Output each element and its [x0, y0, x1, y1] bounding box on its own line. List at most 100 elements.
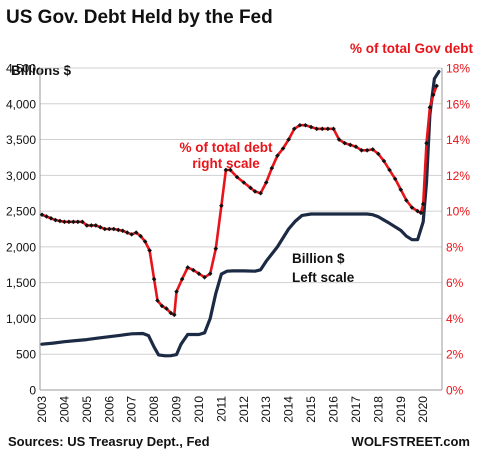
- left-tick-label: 500: [16, 348, 36, 362]
- pct-point: [84, 223, 90, 228]
- right-tick-label: 0%: [446, 384, 464, 398]
- pct-point: [418, 210, 424, 216]
- pct-point: [174, 289, 179, 294]
- x-tick-label: 2006: [102, 396, 116, 423]
- right-tick-label: 12%: [446, 169, 470, 183]
- pct-point: [97, 224, 103, 230]
- right-tick-label: 10%: [446, 205, 470, 219]
- pct-point: [348, 142, 353, 148]
- pct-point: [89, 223, 94, 228]
- pct-point: [331, 126, 336, 132]
- x-tick-label: 2004: [57, 396, 71, 423]
- right-tick-label: 16%: [446, 97, 470, 111]
- pct-point: [219, 203, 224, 209]
- pct-annotation-line2: right scale: [192, 156, 260, 171]
- pct-point: [106, 226, 112, 232]
- x-tick-label: 2013: [259, 396, 273, 423]
- pct-point: [415, 208, 420, 214]
- pct-point: [207, 271, 213, 277]
- pct-point: [228, 167, 233, 173]
- pct-point: [263, 180, 269, 185]
- pct-point: [241, 180, 247, 185]
- right-tick-label: 6%: [446, 276, 464, 290]
- pct-point: [353, 144, 359, 150]
- pct-point: [93, 223, 99, 228]
- pct-point: [39, 212, 45, 217]
- pct-point: [44, 214, 49, 219]
- x-tick-label: 2011: [214, 396, 228, 422]
- pct-point: [80, 219, 85, 225]
- pct-point: [155, 298, 160, 303]
- x-tick-label: 2009: [170, 396, 184, 423]
- series-line-billions: [40, 70, 441, 358]
- pct-point: [314, 126, 319, 132]
- pct-point: [234, 174, 240, 180]
- right-tick-label: 8%: [446, 240, 464, 254]
- pct-point: [308, 124, 314, 130]
- pct-point: [258, 190, 263, 196]
- pct-point: [275, 153, 280, 158]
- billions-annotation-line2: Left scale: [292, 270, 355, 285]
- left-axis-label: Billions $: [11, 63, 72, 78]
- pct-point: [62, 219, 67, 225]
- chart-title: US Gov. Debt Held by the Fed: [6, 7, 273, 28]
- x-tick-label: 2010: [192, 396, 206, 423]
- pct-point: [392, 176, 398, 182]
- pct-point: [430, 92, 436, 98]
- left-tick-label: 1,500: [6, 276, 36, 290]
- x-tick-label: 2014: [282, 396, 296, 423]
- pct-point: [342, 140, 348, 146]
- left-tick-label: 2,500: [6, 205, 36, 219]
- x-tick-label: 2016: [326, 396, 340, 423]
- series-line-pct: [41, 85, 438, 317]
- x-tick-label: 2020: [416, 396, 430, 423]
- x-axis-ticks: 2003 2004 2005 2006 2007 2008 2009 2010 2011 2012…: [35, 396, 430, 423]
- pct-point: [185, 265, 191, 270]
- x-tick-label: 2015: [304, 396, 318, 423]
- pct-point: [427, 105, 433, 110]
- pct-point: [164, 306, 169, 311]
- x-tick-label: 2018: [371, 396, 385, 423]
- pct-point: [280, 146, 286, 151]
- x-tick-label: 2017: [349, 396, 363, 423]
- x-tick-label: 2005: [80, 396, 94, 423]
- x-tick-label: 2012: [237, 396, 251, 423]
- pct-point: [168, 310, 174, 316]
- pct-point: [159, 303, 165, 309]
- pct-point: [297, 122, 303, 128]
- pct-point: [120, 228, 126, 234]
- brand-label: WOLFSTREET.com: [352, 434, 470, 449]
- pct-annotation-line1: % of total debt: [180, 140, 273, 155]
- pct-point: [409, 205, 415, 210]
- left-tick-label: 3,000: [6, 169, 36, 183]
- pct-point: [138, 233, 143, 239]
- pct-point: [202, 275, 207, 280]
- pct-point: [48, 215, 54, 221]
- pct-point: [213, 246, 219, 251]
- pct-point: [171, 312, 177, 318]
- pct-point: [424, 140, 429, 146]
- pct-point: [291, 126, 297, 132]
- pct-point: [133, 230, 139, 235]
- right-tick-label: 18%: [446, 62, 470, 76]
- right-tick-label: 14%: [446, 133, 470, 147]
- left-tick-label: 4,500: [6, 62, 36, 76]
- pct-point: [66, 219, 72, 225]
- pct-point: [303, 122, 308, 128]
- pct-point: [115, 227, 121, 233]
- pct-point: [71, 219, 76, 225]
- left-tick-label: 0: [29, 384, 36, 398]
- pct-point: [53, 217, 58, 223]
- series-layer: [39, 70, 441, 358]
- left-tick-label: 4,000: [6, 97, 36, 111]
- pct-point: [75, 219, 81, 225]
- left-tick-label: 2,000: [6, 240, 36, 254]
- pct-point: [129, 232, 134, 237]
- pct-point: [111, 226, 117, 232]
- pct-point: [286, 137, 291, 142]
- pct-point: [191, 267, 196, 273]
- pct-point: [223, 167, 229, 173]
- right-tick-label: 2%: [446, 348, 464, 362]
- pct-point: [325, 126, 331, 132]
